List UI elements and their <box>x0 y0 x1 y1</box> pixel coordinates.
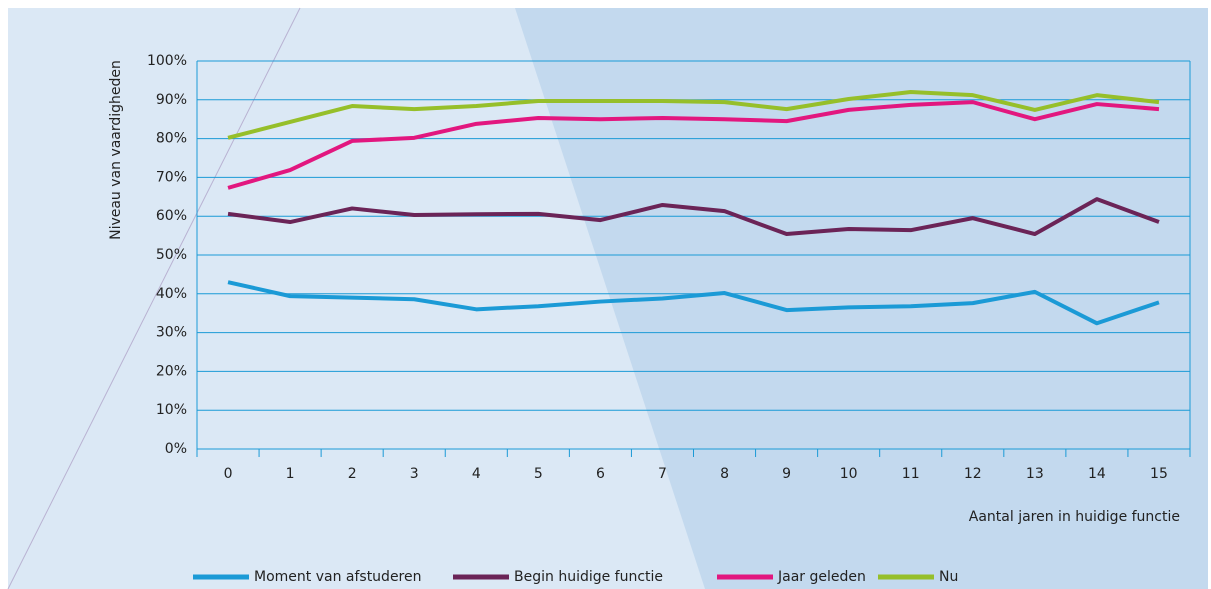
x-tick-label: 12 <box>964 466 982 482</box>
series-line <box>227 280 1160 326</box>
x-axis-title: Aantal jaren in huidige functie <box>969 509 1180 525</box>
x-tick-label: 11 <box>902 466 920 482</box>
y-tick-label: 70% <box>156 169 187 185</box>
y-tick-label: 30% <box>156 325 187 341</box>
x-tick-label: 5 <box>534 466 543 482</box>
legend-label: Jaar geleden <box>777 569 866 585</box>
x-tick-label: 10 <box>840 466 858 482</box>
x-tick-label: 8 <box>720 466 729 482</box>
y-tick-label: 0% <box>165 441 187 457</box>
y-tick-label: 10% <box>156 402 187 418</box>
decor-line <box>7 7 301 589</box>
x-tick-label: 3 <box>410 466 419 482</box>
y-tick-label: 60% <box>156 208 187 224</box>
x-tick-label: 14 <box>1088 466 1106 482</box>
y-tick-label: 50% <box>156 247 187 263</box>
y-tick-label: 40% <box>156 286 187 302</box>
legend-label: Nu <box>939 569 958 585</box>
x-tick-label: 0 <box>224 466 233 482</box>
x-tick-label: 6 <box>596 466 605 482</box>
legend-label: Begin huidige functie <box>514 569 663 585</box>
y-axis-title: Niveau van vaardigheden <box>108 60 124 240</box>
x-tick-label: 4 <box>472 466 481 482</box>
x-tick-label: 7 <box>658 466 667 482</box>
series-line <box>227 100 1160 190</box>
y-tick-label: 100% <box>147 53 187 69</box>
series-line <box>227 197 1160 237</box>
y-tick-label: 80% <box>156 131 187 147</box>
x-tick-label: 1 <box>286 466 295 482</box>
y-tick-label: 20% <box>156 363 187 379</box>
x-tick-label: 9 <box>782 466 791 482</box>
y-tick-label: 90% <box>156 92 187 108</box>
background-shape <box>515 8 1208 589</box>
legend-label: Moment van afstuderen <box>254 569 422 585</box>
x-tick-label: 2 <box>348 466 357 482</box>
x-tick-label: 13 <box>1026 466 1044 482</box>
series-line <box>227 90 1160 140</box>
x-tick-label: 15 <box>1150 466 1168 482</box>
